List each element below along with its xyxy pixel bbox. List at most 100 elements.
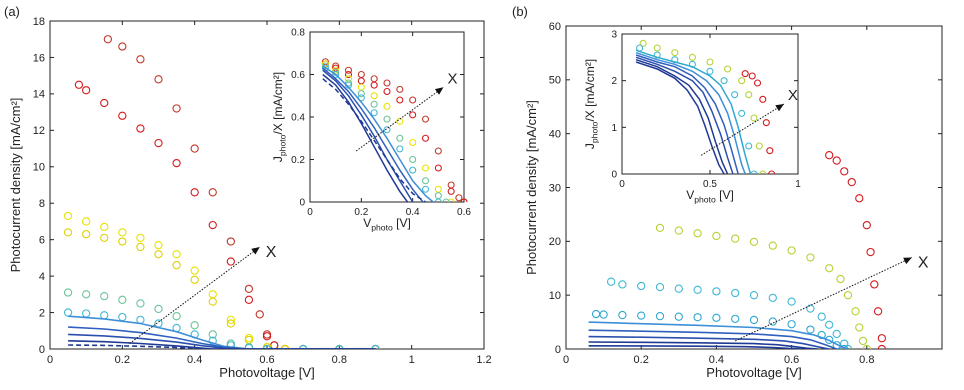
inset-data-point-s3 (442, 198, 450, 202)
main-x-tick-label: 0.8 (332, 354, 347, 366)
inset-data-point-s4 (370, 109, 378, 117)
inset-data-point-s3 (357, 90, 365, 98)
inset-y-tick-label: 0 (611, 170, 617, 181)
main-data-point-s2 (154, 240, 163, 250)
main-y-tick-label: 0 (39, 344, 45, 356)
inset-data-point-s1 (724, 65, 732, 73)
inset-trend-arrow-label: X (447, 70, 457, 87)
inset-y-tick-label: 2 (611, 76, 617, 87)
main-data-point-s0 (870, 280, 879, 289)
main-data-point-s0 (118, 42, 127, 51)
main-data-point-s2 (82, 217, 91, 226)
main-data-point-s2 (787, 297, 796, 306)
main-y-axis-label: Photocurrent density [mA/cm²] (8, 98, 23, 273)
main-x-axis-label: Photovoltage [V] (219, 365, 314, 380)
inset-series-line-s6 (635, 56, 734, 174)
main-data-point-s4 (82, 290, 91, 299)
inset-axes-frame (309, 31, 465, 203)
panel-label: (a) (4, 4, 20, 19)
inset-data-point-s0 (768, 170, 776, 174)
main-data-point-s3 (637, 311, 646, 320)
main-data-point-s3 (118, 237, 127, 246)
main-data-point-s1 (74, 80, 84, 89)
main-series-line-s10 (68, 344, 376, 349)
inset-data-point-s1 (639, 39, 647, 47)
inset-y-tick-label: 0.8 (291, 28, 305, 39)
main-data-point-s2 (832, 329, 841, 339)
main-x-tick-label: 0.6 (784, 354, 799, 366)
main-data-point-s4 (190, 321, 199, 330)
main-data-point-s2 (190, 266, 199, 275)
main-data-point-s4 (154, 304, 163, 314)
main-x-tick-label: 0.2 (634, 354, 649, 366)
main-data-point-s3 (712, 313, 721, 322)
main-trend-arrow-head (251, 246, 260, 255)
inset-data-point-s0 (759, 95, 767, 103)
inset-y-axis-label: Jphoto/X [mA/cm²] (271, 72, 288, 162)
inset-data-point-s1 (344, 70, 353, 79)
main-y-tick-label: 10 (549, 290, 561, 302)
inset-data-point-s3 (383, 115, 391, 123)
main-data-point-s1 (858, 336, 868, 346)
inset-series-line-s9 (322, 78, 426, 202)
main-y-axis-label: Photocurrent density [mA/cm²] (524, 100, 539, 275)
inset-data-point-s0 (455, 194, 463, 202)
inset-series-line-s5 (322, 65, 434, 202)
main-data-point-s4 (118, 295, 127, 304)
inset-data-layer (635, 39, 776, 174)
inset-data-point-s1 (671, 49, 679, 57)
main-data-point-s5 (208, 336, 217, 345)
main-trend-arrow-label: X (918, 254, 929, 271)
inset-data-point-s1 (370, 81, 378, 89)
inset-data-point-s4 (383, 126, 391, 134)
main-data-point-s1 (136, 124, 145, 133)
inset-data-point-s2 (745, 142, 753, 150)
inset-data-point-s2 (332, 66, 340, 74)
main-data-point-s1 (244, 295, 254, 304)
inset-series-line-s6 (322, 67, 424, 202)
main-series-line-s5 (588, 329, 837, 349)
inset-data-point-s3 (409, 155, 417, 164)
panel-a: 0 0.2 0.4 0.6 0.8 1 1.2 0 2 4 6 8 10 12 14 16 18 X Photovo… (4, 4, 492, 380)
inset-trend-arrow-label: X (788, 87, 798, 104)
main-data-point-s1 (731, 234, 740, 243)
panel-b: 0 0.2 0.4 0.6 0.80102030405060XPhotovoltage … (512, 4, 943, 380)
inset-x-tick-label: 1 (795, 179, 801, 190)
main-data-point-s0 (877, 344, 886, 349)
main-data-point-s2 (731, 288, 740, 298)
main-data-point-s4 (100, 292, 109, 301)
inset-data-point-s1 (434, 164, 442, 172)
inset-data-point-s1 (738, 77, 746, 85)
inset-data-point-s3 (396, 134, 404, 142)
main-data-layer (588, 151, 886, 349)
main-data-point-s2 (637, 281, 646, 291)
main-data-point-s1 (172, 158, 181, 168)
main-data-point-s0 (208, 188, 217, 197)
main-data-point-s2 (712, 287, 721, 296)
main-data-point-s0 (873, 307, 883, 316)
main-data-point-s2 (749, 291, 759, 300)
main-data-layer (63, 35, 380, 349)
main-data-point-s2 (817, 312, 826, 321)
inset-x-axis-label: Vphoto [V] (363, 216, 411, 233)
inset-data-point-s1 (755, 142, 763, 150)
main-data-point-s1 (806, 253, 815, 262)
main-data-point-s1 (768, 241, 777, 250)
main-data-point-s5 (63, 308, 73, 317)
main-data-point-s1 (749, 237, 759, 247)
main-data-point-s1 (226, 257, 235, 266)
main-data-point-s1 (262, 332, 272, 341)
inset-data-point-s0 (344, 66, 353, 74)
main-series-line-s8 (588, 345, 803, 349)
main-data-point-s1 (851, 307, 860, 316)
main-data-point-s2 (100, 222, 109, 232)
main-trend-arrow-label: X (266, 244, 277, 261)
main-y-tick-label: 20 (549, 236, 561, 248)
main-data-point-s0 (244, 284, 254, 294)
main-x-tick-label: 0.4 (187, 354, 202, 366)
main-data-point-s0 (103, 35, 113, 44)
inset-trend-arrow-head (434, 87, 444, 95)
inset-data-point-s4 (421, 185, 430, 193)
inset-series-line-s3 (635, 49, 752, 174)
inset-data-point-s2 (738, 109, 746, 117)
